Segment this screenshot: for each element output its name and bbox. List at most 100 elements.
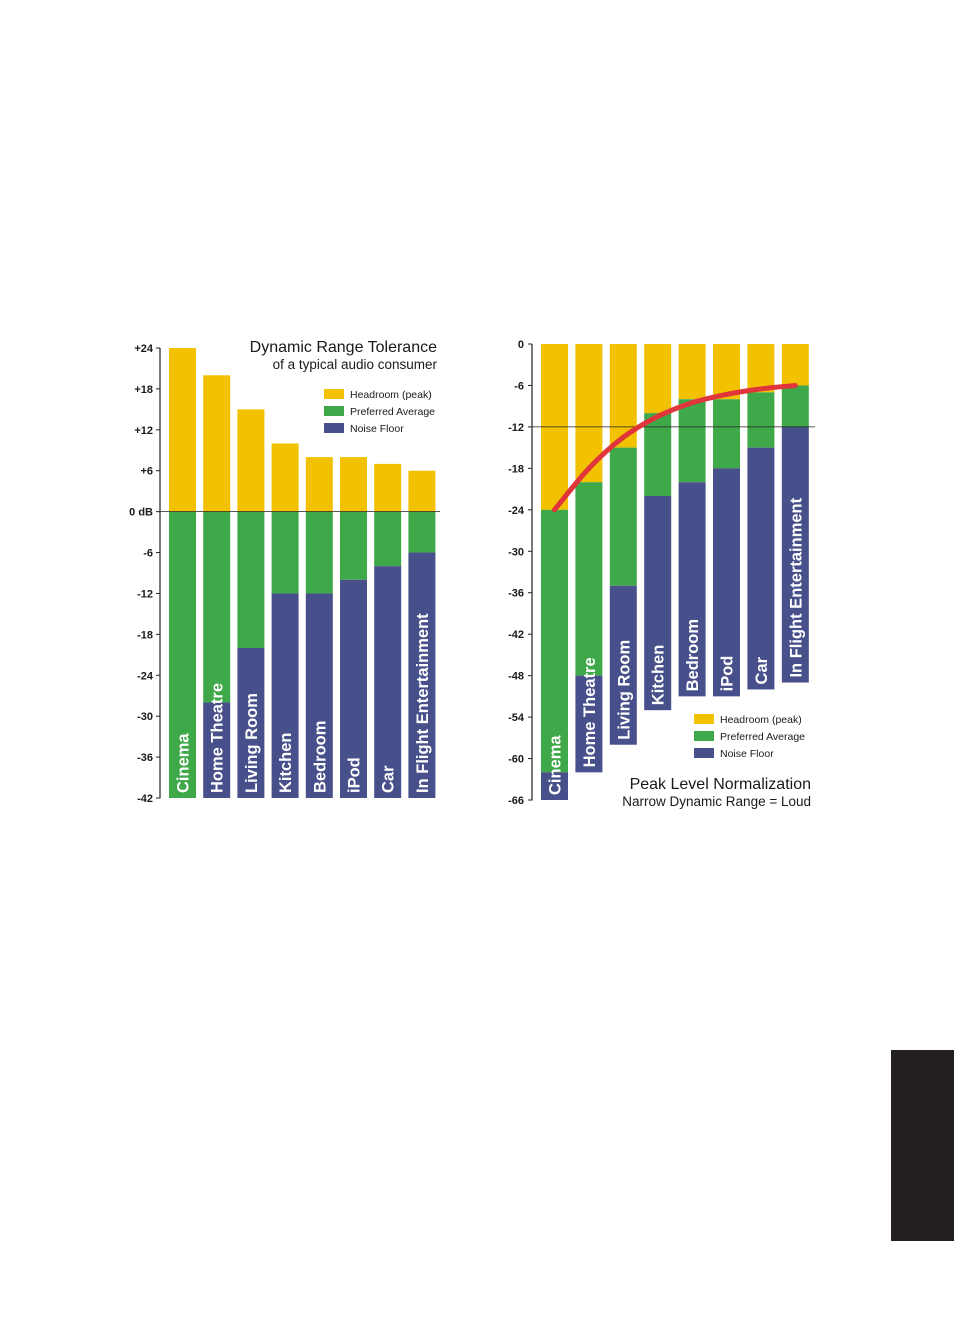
chart-title: Peak Level Normalization (630, 776, 811, 793)
y-tick-label: -42 (508, 629, 524, 641)
y-tick-label: -54 (508, 712, 525, 724)
legend-swatch-preferred-average (324, 406, 344, 416)
category-label-ipod: iPod (719, 656, 737, 692)
bar-in-flight-entertainment-noise-floor (408, 552, 436, 798)
bar-home-theatre-noise-floor (203, 702, 231, 798)
bar-kitchen-preferred-average (644, 413, 672, 496)
category-label-bedroom: Bedroom (684, 619, 702, 691)
bar-in-flight-entertainment-headroom-peak (408, 470, 436, 512)
bar-living-room-noise-floor (237, 648, 265, 798)
y-tick-label: -36 (508, 588, 524, 600)
bar-kitchen-noise-floor (644, 496, 672, 711)
bar-ipod-preferred-average (340, 511, 367, 580)
bar-cinema-preferred-average (541, 509, 568, 773)
legend-swatch-preferred-average (694, 731, 714, 741)
bar-in-flight-entertainment-noise-floor (781, 426, 809, 683)
chart-title: Dynamic Range Tolerance (250, 339, 437, 356)
bar-bedroom-headroom-peak (678, 344, 706, 400)
y-tick-label: -12 (508, 422, 524, 434)
legend-swatch-noise-floor (324, 423, 344, 433)
dynamic-range-tolerance-chart: +24 +18 +12 +6 0 dB -6 -12 -18 -24 -30 -36 -42 Cinem… (129, 339, 440, 805)
bar-kitchen-headroom-peak (644, 344, 672, 414)
bar-cinema-noise-floor (541, 772, 568, 800)
legend-label-headroom-peak: Headroom (peak) (350, 389, 432, 401)
y-tick-label: +12 (134, 425, 153, 437)
bar-car-headroom-peak (374, 463, 402, 512)
y-tick-label: -6 (514, 380, 524, 392)
bar-ipod-noise-floor (340, 579, 367, 798)
y-tick-label: -30 (508, 546, 524, 558)
bar-in-flight-entertainment-preferred-average (781, 385, 809, 427)
bar-in-flight-entertainment-preferred-average (408, 511, 436, 553)
bar-home-theatre-headroom-peak (203, 375, 231, 512)
bar-kitchen-preferred-average (271, 511, 299, 594)
y-tick-label: -30 (137, 711, 153, 723)
category-label-living-room: Living Room (243, 693, 261, 793)
bar-home-theatre-preferred-average (203, 511, 231, 703)
legend-swatch-headroom-peak (694, 714, 714, 724)
y-tick-label: -60 (508, 754, 524, 766)
y-tick-label: 0 (518, 339, 524, 351)
category-label-in-flight-entertainment: In Flight Entertainment (414, 613, 432, 793)
bar-living-room-noise-floor (609, 585, 637, 745)
normalization-curve (552, 382, 798, 513)
bar-kitchen-headroom-peak (271, 443, 299, 512)
bar-ipod-headroom-peak (340, 457, 367, 512)
bar-living-room-preferred-average (609, 447, 637, 586)
legend-label-noise-floor: Noise Floor (350, 423, 404, 435)
category-label-living-room: Living Room (615, 640, 633, 740)
category-label-kitchen: Kitchen (650, 645, 668, 706)
bar-car-headroom-peak (747, 344, 775, 393)
y-tick-label: +18 (134, 384, 153, 396)
bar-car-noise-floor (374, 566, 402, 798)
bar-living-room-preferred-average (237, 511, 265, 648)
legend-label-headroom-peak: Headroom (peak) (720, 714, 802, 726)
bar-cinema-headroom-peak (169, 348, 196, 512)
y-tick-label: -18 (137, 629, 153, 641)
bar-car-preferred-average (374, 511, 402, 567)
category-label-bedroom: Bedroom (311, 721, 329, 793)
bar-car-preferred-average (747, 392, 775, 448)
bar-bedroom-headroom-peak (305, 457, 333, 512)
legend-label-preferred-average: Preferred Average (720, 731, 805, 743)
bar-home-theatre-preferred-average (575, 482, 603, 676)
bar-kitchen-noise-floor (271, 593, 299, 798)
category-label-home-theatre: Home Theatre (209, 683, 227, 793)
category-label-cinema: Cinema (547, 735, 565, 795)
y-tick-label: -42 (137, 793, 153, 805)
bar-bedroom-preferred-average (678, 399, 706, 483)
chart-subtitle: of a typical audio consumer (273, 357, 438, 372)
bar-in-flight-entertainment-headroom-peak (781, 344, 809, 386)
page-edge-tab (891, 1050, 954, 1241)
bar-ipod-preferred-average (713, 399, 740, 469)
y-tick-label: 0 dB (129, 507, 153, 519)
category-label-ipod: iPod (346, 757, 364, 793)
bar-bedroom-noise-floor (305, 593, 333, 798)
bar-cinema-preferred-average (169, 511, 196, 798)
category-label-kitchen: Kitchen (277, 732, 295, 793)
y-tick-label: +24 (134, 343, 154, 355)
peak-level-normalization-chart: 0 -6 -12 -18 -24 -30 -36 -42 -48 -54 -60 -66 Cinema H… (508, 339, 815, 809)
bar-home-theatre-noise-floor (575, 675, 603, 773)
y-tick-label: +6 (140, 466, 153, 478)
bar-living-room-headroom-peak (237, 409, 265, 512)
bar-ipod-headroom-peak (713, 344, 740, 400)
category-label-home-theatre: Home Theatre (581, 657, 599, 767)
legend-swatch-noise-floor (694, 748, 714, 758)
y-tick-label: -48 (508, 671, 524, 683)
bar-ipod-noise-floor (713, 468, 740, 697)
y-tick-label: -12 (137, 588, 153, 600)
category-label-cinema: Cinema (175, 733, 193, 793)
y-tick-label: -18 (508, 463, 524, 475)
y-tick-label: -36 (137, 752, 153, 764)
bar-bedroom-preferred-average (305, 511, 333, 594)
bar-bedroom-noise-floor (678, 482, 706, 697)
category-label-car: Car (380, 765, 398, 793)
y-tick-label: -6 (143, 548, 153, 560)
category-label-in-flight-entertainment: In Flight Entertainment (787, 497, 805, 677)
chart-subtitle: Narrow Dynamic Range = Loud (622, 794, 811, 809)
y-tick-label: -24 (137, 670, 154, 682)
category-label-car: Car (753, 656, 771, 684)
y-tick-label: -24 (508, 505, 525, 517)
